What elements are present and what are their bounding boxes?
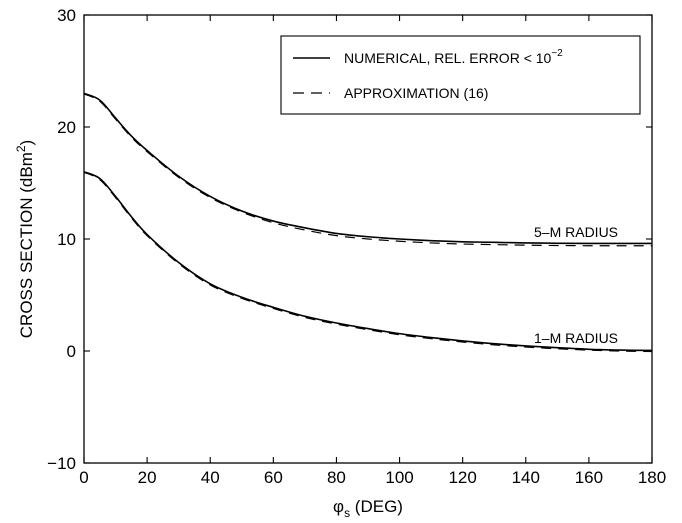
x-tick-label: 60 <box>264 468 283 487</box>
legend-box <box>280 35 641 115</box>
x-tick-label: 100 <box>385 468 413 487</box>
x-tick-label: 160 <box>575 468 603 487</box>
y-tick-label: 0 <box>67 342 76 361</box>
x-tick-label: 180 <box>638 468 666 487</box>
x-tick-label: 0 <box>79 468 88 487</box>
x-tick-label: 20 <box>138 468 157 487</box>
x-tick-label: 80 <box>327 468 346 487</box>
x-axis-label: φs (DEG) <box>333 497 403 520</box>
legend-item-numerical: NUMERICAL, REL. ERROR < 10−2 <box>344 48 563 66</box>
series-numerical-line-0 <box>83 92 652 245</box>
x-tick-label: 40 <box>201 468 220 487</box>
series-approximation-line-1 <box>83 93 652 247</box>
y-tick-label: 20 <box>57 118 76 137</box>
y-tick-label: 30 <box>57 6 76 25</box>
legend: NUMERICAL, REL. ERROR < 10−2 APPROXIMATI… <box>280 35 641 115</box>
annotation-5m-radius: 5–M RADIUS <box>534 224 618 240</box>
y-tick-label: −10 <box>47 454 76 473</box>
x-tick-label: 140 <box>512 468 540 487</box>
x-tick-label: 120 <box>448 468 476 487</box>
y-tick-label: 10 <box>57 230 76 249</box>
series-approximation-line-3 <box>83 171 653 353</box>
annotation-1m-radius: 1–M RADIUS <box>534 330 618 346</box>
y-axis-label: CROSS SECTION (dBm2) <box>14 140 36 338</box>
legend-item-approximation: APPROXIMATION (16) <box>344 85 488 101</box>
series-lines <box>83 92 653 353</box>
series-numerical-line-2 <box>83 171 653 352</box>
